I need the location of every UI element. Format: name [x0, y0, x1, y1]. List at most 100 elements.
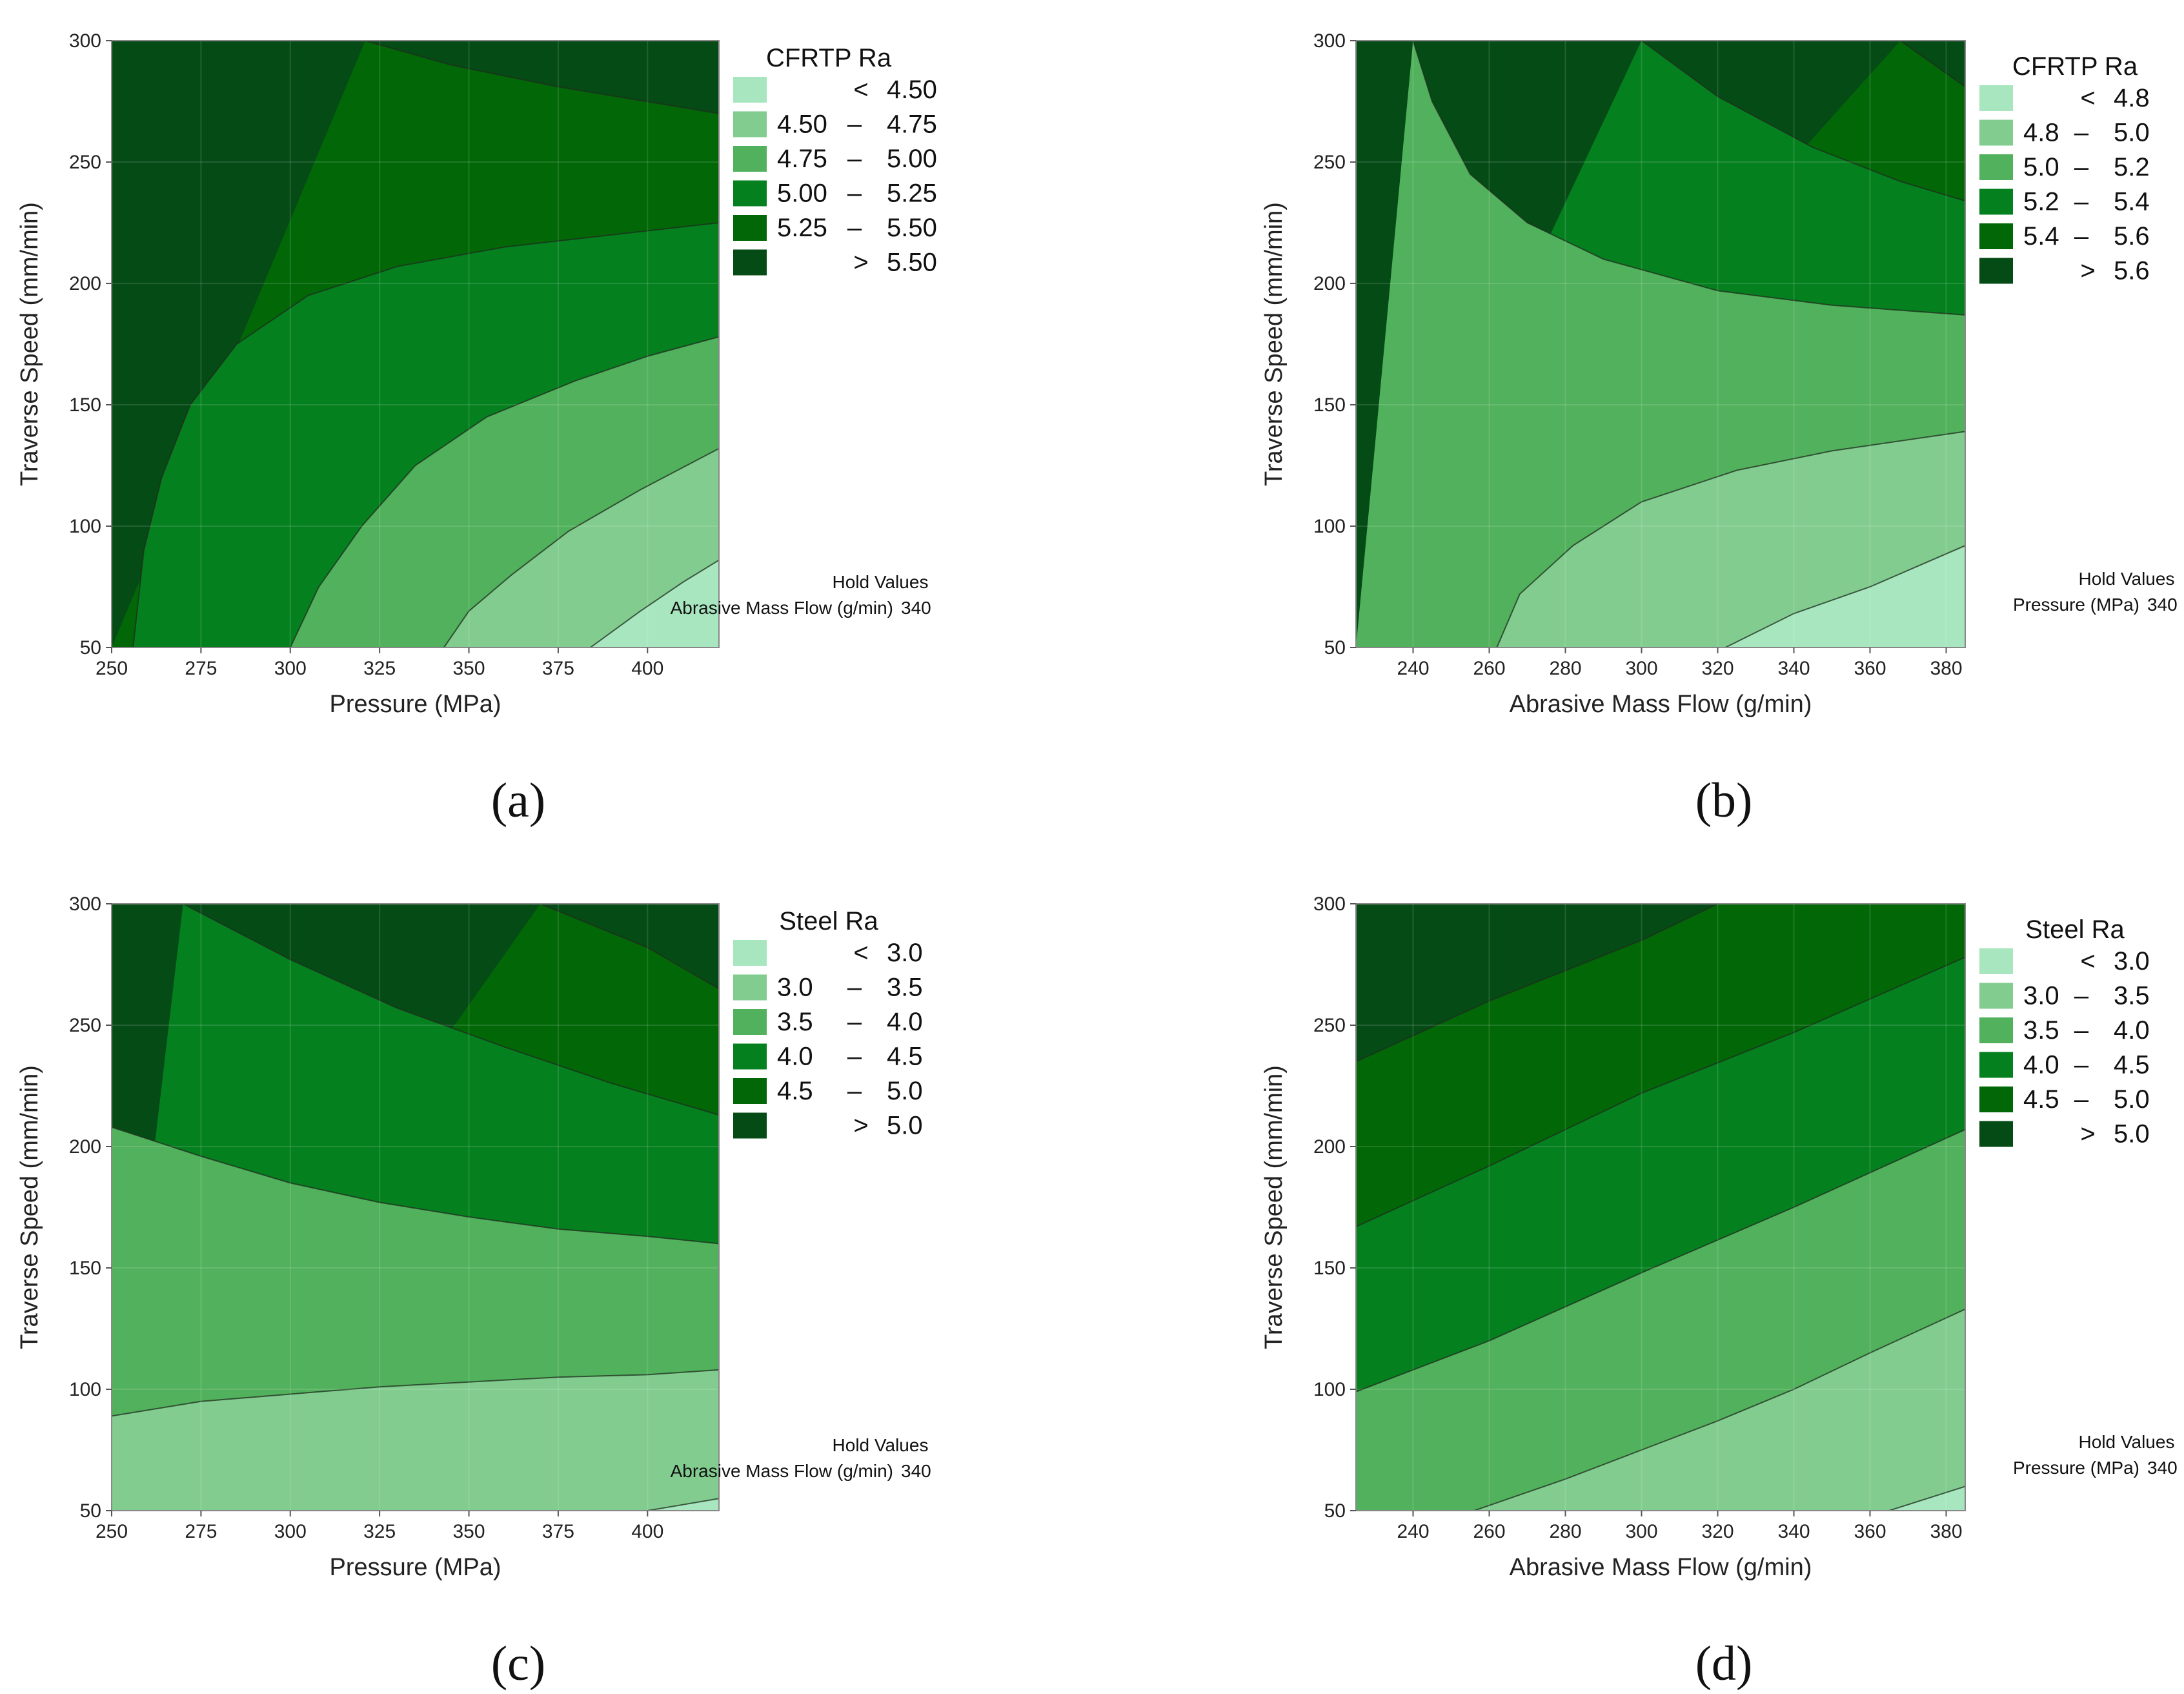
legend-label-a-1: 4.50–4.75	[777, 110, 937, 139]
xtick-label-d-0: 240	[1397, 1521, 1429, 1542]
legend-swatch-c-2	[733, 1009, 767, 1035]
grid-a	[112, 41, 719, 648]
legend-swatch-d-0	[1979, 948, 2013, 974]
contour-line-c-2	[112, 1126, 719, 1245]
xlabel-b: Abrasive Mass Flow (g/min)	[1510, 691, 1812, 718]
plot-frame-b	[1355, 40, 1966, 648]
hold-value-a: 340	[901, 598, 931, 618]
panel-b: 240 260 280 300 320 340 360 380 50 100 150 200 250 30…	[1260, 30, 2178, 828]
xtick-label-c-5: 375	[542, 1521, 574, 1542]
band-b-1	[1497, 431, 1965, 648]
panel-label-a: (a)	[491, 773, 545, 828]
xtick-label-d-7: 380	[1930, 1521, 1962, 1542]
contour-line-a-1	[132, 222, 719, 648]
ytick-label-c-0: 50	[80, 1500, 101, 1522]
legend-swatch-c-1	[733, 974, 767, 1001]
legend-label-d-2: 3.5–4.0	[2023, 1016, 2150, 1045]
ytick-label-a-3: 200	[69, 273, 101, 294]
contour-line-d-1	[1356, 956, 1965, 1228]
xtick-label-a-5: 375	[542, 658, 574, 679]
contour-line-b-3	[1496, 431, 1965, 648]
hold-label-c: Abrasive Mass Flow (g/min)	[671, 1461, 893, 1481]
legend-swatch-c-0	[733, 940, 767, 966]
hold-label-d: Pressure (MPa)	[2013, 1458, 2139, 1478]
legend-swatch-c-4	[733, 1078, 767, 1104]
ylabel-b: Traverse Speed (mm/min)	[1260, 202, 1288, 486]
plot-area-a: 250 275 300 325 350 375 400 50 100 150 200 250 300	[69, 30, 720, 679]
legend-c: <3.0 3.0–3.5 3.5–4.0 4.0–4.5 4.5–5.0 > 5.0	[733, 939, 923, 1140]
ytick-label-a-5: 300	[69, 30, 101, 52]
contour-line-b-0	[1900, 41, 1965, 88]
ytick-label-b-3: 200	[1313, 273, 1346, 294]
legend-a: <4.50 4.50–4.75 4.75–5.00 5.00–5.25 5.25–5.5…	[733, 76, 937, 277]
legend-swatch-b-0	[1979, 85, 2013, 111]
xtick-label-d-6: 360	[1854, 1521, 1886, 1542]
xtick-label-a-1: 275	[185, 658, 217, 679]
plot-frame-c	[111, 903, 720, 1511]
contour-line-c-1	[183, 904, 719, 1116]
ytick-label-b-5: 300	[1313, 30, 1346, 52]
grid-c	[112, 904, 719, 1511]
ytick-label-d-0: 50	[1324, 1500, 1346, 1522]
legend-swatch-b-2	[1979, 154, 2013, 180]
legend-swatch-a-5	[733, 249, 767, 276]
contour-line-c-4	[647, 1498, 719, 1511]
hold-title-a: Hold Values	[833, 572, 929, 592]
xlabel-a: Pressure (MPa)	[329, 691, 501, 718]
legend-swatch-a-1	[733, 111, 767, 138]
hold-title-c: Hold Values	[833, 1435, 929, 1455]
legend-d: <3.0 3.0–3.5 3.5–4.0 4.0–4.5 4.5–5.0 > 5.0	[1979, 947, 2150, 1148]
legend-swatch-b-1	[1979, 119, 2013, 146]
xtick-label-d-1: 260	[1473, 1521, 1505, 1542]
ytick-label-d-2: 150	[1313, 1258, 1346, 1279]
legend-swatch-b-5	[1979, 258, 2013, 284]
xtick-label-b-0: 240	[1397, 658, 1429, 679]
panel-label-c: (c)	[491, 1637, 545, 1691]
band-b-0	[1725, 546, 1965, 648]
hold-label-a: Abrasive Mass Flow (g/min)	[671, 598, 893, 618]
legend-label-a-4: 5.25–5.50	[777, 214, 937, 242]
ytick-label-b-2: 150	[1313, 394, 1346, 416]
grid-b	[1356, 41, 1965, 648]
ylabel-a: Traverse Speed (mm/min)	[16, 202, 43, 486]
legend-label-c-3: 4.0–4.5	[777, 1043, 923, 1071]
plot-frame-d	[1355, 903, 1966, 1511]
grid-d	[1356, 904, 1965, 1511]
contour-line-d-0	[1356, 904, 1718, 1063]
contour-line-d-3	[1473, 1308, 1965, 1511]
legend-swatch-c-3	[733, 1043, 767, 1070]
xtick-label-c-2: 300	[274, 1521, 307, 1542]
xtick-label-c-6: 400	[631, 1521, 663, 1542]
hold-title-d: Hold Values	[2079, 1432, 2175, 1452]
xtick-label-a-0: 250	[96, 658, 128, 679]
ytick-label-a-2: 150	[69, 394, 101, 416]
xtick-label-b-3: 300	[1625, 658, 1657, 679]
xlabel-d: Abrasive Mass Flow (g/min)	[1510, 1554, 1812, 1581]
ytick-label-b-4: 250	[1313, 152, 1346, 173]
contour-line-a-2	[289, 336, 719, 648]
legend-label-a-0: <4.50	[853, 76, 937, 104]
ytick-label-d-4: 250	[1313, 1015, 1346, 1036]
legend-swatch-b-4	[1979, 223, 2013, 249]
legend-label-d-3: 4.0–4.5	[2023, 1051, 2150, 1079]
ytick-label-a-0: 50	[80, 637, 101, 658]
panel-c: 250 275 300 325 350 375 400 50 100 150 200 250 300 P…	[16, 893, 931, 1691]
contour-line-b-2	[1412, 41, 1965, 316]
xtick-label-a-6: 400	[631, 658, 663, 679]
ytick-label-d-3: 200	[1313, 1136, 1346, 1158]
xtick-label-b-1: 260	[1473, 658, 1505, 679]
legend-label-d-0: <3.0	[2080, 947, 2149, 975]
legend-swatch-d-2	[1979, 1017, 2013, 1043]
legend-swatch-d-4	[1979, 1087, 2013, 1112]
legend-swatch-a-2	[733, 146, 767, 172]
legend-label-a-5: >5.50	[853, 249, 937, 277]
band-d-1	[1473, 1309, 1965, 1511]
panel-label-d: (d)	[1695, 1637, 1753, 1691]
legend-label-c-5: >5.0	[853, 1112, 922, 1140]
ytick-label-d-1: 100	[1313, 1379, 1346, 1400]
contour-line-b-1	[1641, 41, 1965, 202]
xtick-label-d-5: 340	[1777, 1521, 1810, 1542]
legend-label-b-5: >5.6	[2080, 257, 2149, 285]
ytick-label-b-0: 50	[1324, 637, 1346, 658]
contour-line-d-2	[1356, 1128, 1965, 1393]
